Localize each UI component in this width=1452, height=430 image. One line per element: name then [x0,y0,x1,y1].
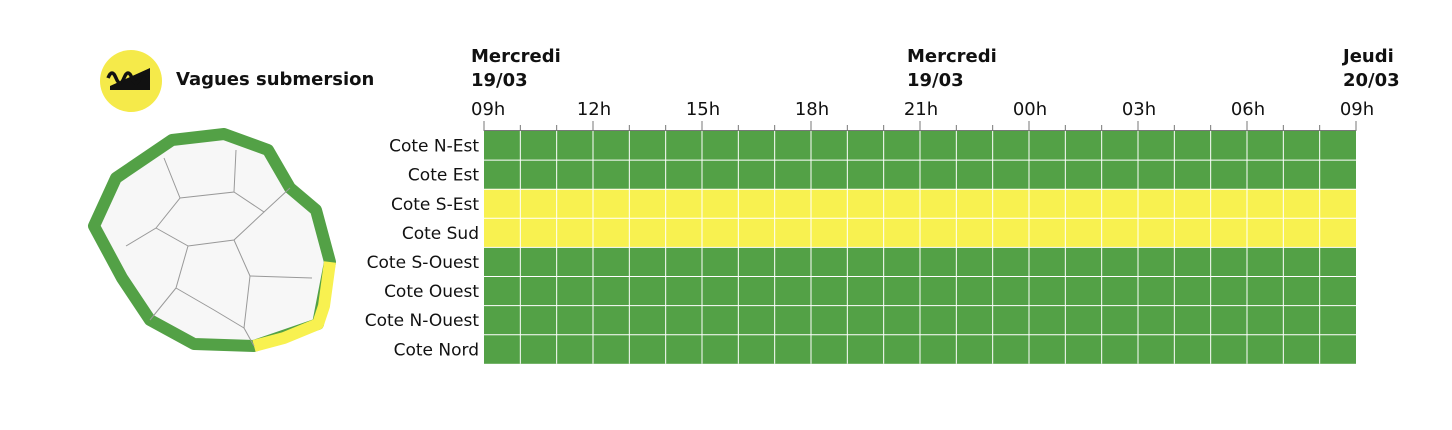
hour-tick-label: 21h [904,99,938,120]
commune-borders [125,149,313,347]
wave-submersion-icon [100,50,162,112]
day-label: Mercredi [471,46,561,67]
date-label: 19/03 [471,70,528,91]
legend-label: Vagues submersion [176,69,375,90]
hour-tick-label: 06h [1231,99,1265,120]
hour-tick-label: 18h [795,99,829,120]
date-label: 19/03 [907,70,964,91]
row-label: Cote N-Est [389,137,479,157]
hour-tick-label: 00h [1013,99,1047,120]
row-label: Cote S-Est [391,195,479,215]
hour-tick-label: 09h [471,99,505,120]
hour-tick-label: 03h [1122,99,1156,120]
hour-tick-label: 12h [577,99,611,120]
day-label: Mercredi [907,46,997,67]
row-label: Cote Sud [402,224,479,244]
date-label: 20/03 [1343,70,1400,91]
row-label: Cote N-Ouest [365,311,480,331]
hour-tick-label: 15h [686,99,720,120]
hour-tick-label: 09h [1340,99,1374,120]
row-label: Cote Est [408,166,479,186]
legend: Vagues submersion [98,48,418,114]
coast-yellow [252,261,336,352]
row-label: Cote S-Ouest [367,253,480,273]
row-label: Cote Nord [394,340,479,360]
day-label: Jeudi [1341,46,1394,67]
row-label: Cote Ouest [384,282,479,302]
reunion-map [88,128,336,352]
